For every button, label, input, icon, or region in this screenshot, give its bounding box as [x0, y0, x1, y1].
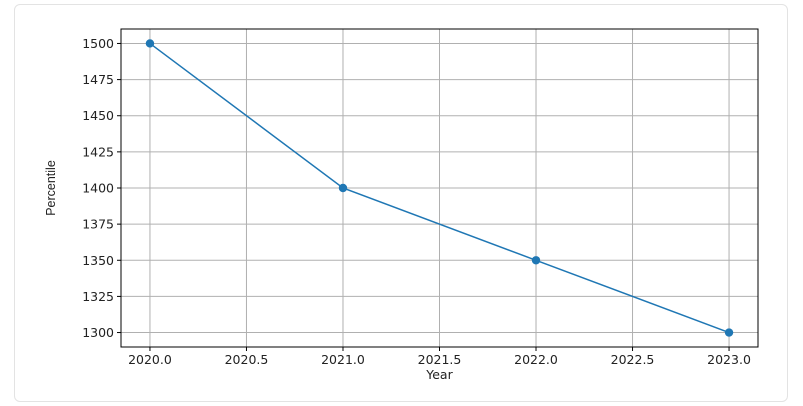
x-tick-label: 2023.0 — [707, 352, 751, 367]
y-ticks: 1300 1325 1350 1375 1400 1425 1450 1475 1500 — [82, 36, 121, 340]
x-tick-label: 2020.0 — [128, 352, 172, 367]
x-tick-label: 2022.5 — [611, 352, 655, 367]
grid — [121, 29, 758, 347]
y-tick-label: 1475 — [82, 72, 114, 87]
y-tick-label: 1350 — [82, 253, 114, 268]
data-point — [338, 183, 348, 193]
y-axis-label: Percentile — [44, 160, 58, 216]
data-point — [724, 328, 734, 337]
x-tick-label: 2021.5 — [418, 352, 462, 367]
y-tick-label: 1500 — [82, 36, 114, 51]
y-tick-label: 1400 — [82, 181, 114, 196]
x-ticks: 2020.0 2020.5 2021.0 2021.5 2022.0 2022.5 2023… — [128, 347, 751, 367]
x-axis-label: Year — [425, 367, 453, 382]
x-tick-label: 2021.0 — [321, 352, 365, 367]
y-tick-label: 1300 — [82, 325, 114, 340]
data-point — [145, 39, 155, 48]
x-tick-label: 2022.0 — [514, 352, 558, 367]
x-tick-label: 2020.5 — [225, 352, 269, 367]
y-tick-label: 1325 — [82, 289, 114, 304]
series-line — [149, 42, 730, 334]
chart-card — [14, 4, 788, 402]
y-tick-label: 1450 — [82, 108, 114, 123]
y-tick-label: 1375 — [82, 217, 114, 232]
y-tick-label: 1425 — [82, 144, 114, 159]
series-layer — [145, 39, 734, 337]
data-point — [531, 256, 541, 265]
